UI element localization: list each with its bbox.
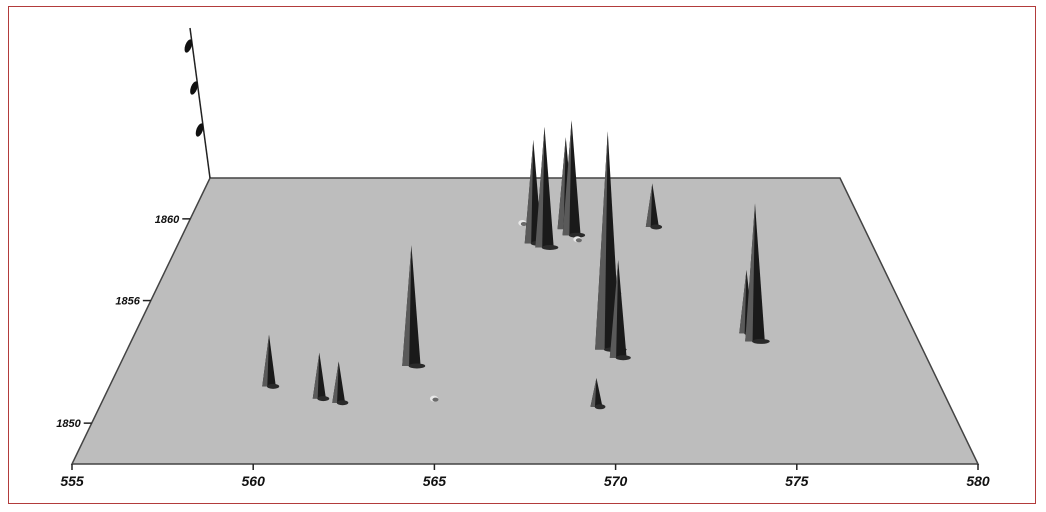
peak-shadow bbox=[594, 404, 606, 410]
peak-flank bbox=[312, 352, 320, 399]
peak-shadow bbox=[408, 363, 426, 369]
peak-flank bbox=[595, 131, 608, 350]
x-tick-label: 575 bbox=[785, 473, 809, 489]
z-axis-tick bbox=[190, 81, 198, 95]
peak-flank bbox=[562, 120, 572, 236]
z-axis-tick bbox=[195, 123, 204, 137]
y-tick-label: 1850 bbox=[56, 418, 81, 430]
peak-shadow bbox=[615, 355, 631, 361]
peak-flank bbox=[745, 203, 756, 342]
peak bbox=[562, 120, 586, 238]
peak-shadow bbox=[317, 396, 330, 402]
x-tick-label: 565 bbox=[423, 473, 447, 489]
y-tick-label: 1856 bbox=[115, 296, 140, 308]
peak bbox=[645, 183, 663, 230]
x-tick-label: 570 bbox=[604, 473, 628, 489]
peak-flank bbox=[645, 183, 653, 228]
peak bbox=[590, 378, 606, 410]
z-axis-tick bbox=[184, 39, 193, 53]
peak-flank bbox=[332, 361, 339, 403]
peak-flank bbox=[590, 378, 597, 407]
peak-flank bbox=[609, 260, 619, 358]
peak bbox=[429, 395, 439, 402]
peak bbox=[402, 245, 426, 369]
peak-shadow bbox=[752, 338, 770, 344]
peak-flank bbox=[739, 270, 747, 334]
peak-shadow bbox=[336, 400, 349, 406]
peak-bump-shadow bbox=[575, 238, 582, 243]
peak-shadow bbox=[650, 224, 663, 230]
peak-shadow bbox=[541, 244, 559, 250]
peak bbox=[262, 334, 280, 389]
peak bbox=[745, 203, 770, 344]
y-tick-label: 1860 bbox=[155, 214, 180, 226]
peak bbox=[535, 126, 559, 250]
x-tick-label: 555 bbox=[60, 473, 84, 489]
z-axis-line bbox=[189, 27, 211, 179]
peak-bump-shadow bbox=[520, 221, 527, 226]
x-tick-label: 580 bbox=[966, 473, 990, 489]
peak bbox=[609, 260, 631, 361]
peak bbox=[332, 361, 349, 406]
peak-bump-shadow bbox=[432, 397, 439, 402]
peak-flank bbox=[524, 139, 534, 244]
peak-flank bbox=[557, 137, 566, 230]
peak bbox=[312, 352, 330, 402]
peak-flank bbox=[262, 334, 270, 387]
peak-flank bbox=[535, 126, 545, 248]
peak bbox=[518, 219, 527, 226]
peak-flank bbox=[402, 245, 412, 366]
peak-shadow bbox=[568, 232, 586, 238]
peak bbox=[573, 236, 582, 243]
peak-shadow bbox=[266, 383, 280, 389]
x-tick-label: 560 bbox=[242, 473, 266, 489]
